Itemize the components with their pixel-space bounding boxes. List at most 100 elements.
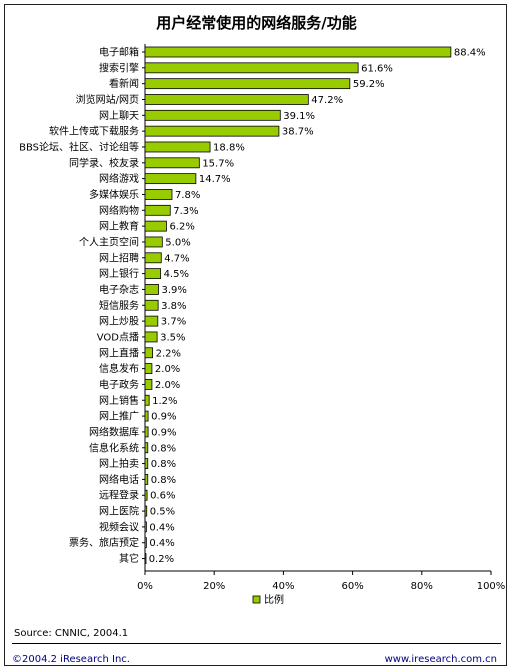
value-label: 59.2% bbox=[353, 79, 385, 90]
value-label: 0.4% bbox=[149, 538, 174, 549]
bar bbox=[144, 347, 154, 359]
category-label: 网上销售 bbox=[99, 394, 139, 407]
category-label: BBS论坛、社区、讨论组等 bbox=[19, 140, 139, 153]
category-label: 网上教育 bbox=[99, 220, 139, 233]
value-label: 14.7% bbox=[199, 174, 231, 185]
legend-label: 比例 bbox=[264, 593, 284, 606]
bar bbox=[144, 78, 351, 90]
value-label: 15.7% bbox=[202, 158, 234, 169]
value-label: 3.9% bbox=[161, 285, 186, 296]
category-label: 其它 bbox=[119, 552, 139, 565]
value-label: 88.4% bbox=[454, 48, 486, 59]
x-tick-label: 20% bbox=[203, 581, 225, 592]
category-label: 个人主页空间 bbox=[79, 235, 139, 248]
category-label: 网上直播 bbox=[99, 346, 139, 359]
bar bbox=[144, 109, 281, 121]
bar bbox=[144, 46, 452, 58]
bar bbox=[144, 553, 147, 564]
bar bbox=[144, 442, 149, 454]
category-label: VOD点播 bbox=[97, 330, 139, 343]
value-label: 18.8% bbox=[213, 142, 245, 153]
category-label: 视频会议 bbox=[99, 520, 139, 533]
category-label: 信息化系统 bbox=[89, 441, 139, 454]
bar bbox=[144, 474, 149, 485]
bar bbox=[144, 458, 149, 469]
value-label: 5.0% bbox=[165, 237, 190, 248]
category-label: 电子邮箱 bbox=[99, 46, 139, 59]
category-label: 软件上传或下载服务 bbox=[49, 125, 139, 138]
value-label: 61.6% bbox=[361, 63, 393, 74]
website-text: www.iresearch.com.cn bbox=[384, 654, 497, 665]
bar bbox=[144, 426, 149, 438]
value-label: 0.8% bbox=[151, 443, 176, 454]
bar bbox=[144, 141, 211, 153]
value-label: 4.7% bbox=[164, 253, 189, 264]
value-label: 47.2% bbox=[311, 95, 343, 106]
category-label: 网上聊天 bbox=[99, 109, 139, 122]
category-label: 远程登录 bbox=[99, 489, 139, 502]
bar bbox=[144, 489, 148, 501]
value-label: 7.3% bbox=[173, 206, 198, 217]
bar bbox=[144, 299, 159, 311]
category-label: 看新闻 bbox=[109, 77, 139, 90]
bar bbox=[144, 363, 153, 375]
chart-title: 用户经常使用的网络服务/功能 bbox=[156, 14, 357, 32]
category-label: 网上推广 bbox=[99, 410, 139, 423]
value-label: 3.8% bbox=[161, 301, 186, 312]
value-label: 0.8% bbox=[151, 475, 176, 486]
category-label: 搜索引擎 bbox=[99, 61, 139, 74]
category-label: 短信服务 bbox=[99, 299, 139, 312]
value-label: 2.2% bbox=[156, 348, 181, 359]
bar bbox=[144, 252, 162, 264]
value-label: 7.8% bbox=[175, 190, 200, 201]
value-label: 3.5% bbox=[160, 332, 185, 343]
category-label: 网络游戏 bbox=[99, 172, 139, 185]
bar bbox=[144, 284, 159, 295]
footer-divider bbox=[12, 643, 501, 644]
category-label: 网络购物 bbox=[99, 204, 139, 217]
chart-frame bbox=[4, 4, 507, 666]
value-label: 0.2% bbox=[149, 554, 174, 565]
category-label: 多媒体娱乐 bbox=[89, 188, 139, 201]
legend-swatch bbox=[252, 595, 261, 604]
category-label: 网络数据库 bbox=[89, 425, 139, 438]
bar bbox=[144, 94, 309, 105]
bar bbox=[144, 331, 158, 343]
bar bbox=[144, 189, 173, 200]
category-label: 电子政务 bbox=[99, 378, 139, 391]
value-label: 0.9% bbox=[151, 412, 176, 423]
value-label: 4.5% bbox=[164, 269, 189, 280]
x-tick-label: 60% bbox=[341, 581, 363, 592]
value-label: 0.4% bbox=[149, 522, 174, 533]
bar bbox=[144, 236, 163, 248]
bar bbox=[144, 410, 149, 422]
x-tick-label: 40% bbox=[272, 581, 294, 592]
category-label: 同学录、校友录 bbox=[69, 156, 139, 169]
value-label: 2.0% bbox=[155, 380, 180, 391]
value-label: 0.8% bbox=[151, 459, 176, 470]
value-label: 3.7% bbox=[161, 317, 186, 328]
x-tick-label: 0% bbox=[137, 581, 153, 592]
copyright-text: ©2004.2 iResearch Inc. bbox=[12, 654, 130, 665]
bar bbox=[144, 173, 197, 185]
value-label: 0.5% bbox=[150, 507, 175, 518]
bar bbox=[144, 521, 147, 533]
category-label: 信息发布 bbox=[99, 362, 139, 375]
value-label: 39.1% bbox=[283, 111, 315, 122]
value-label: 0.6% bbox=[150, 491, 175, 502]
category-label: 网上炒股 bbox=[99, 316, 139, 328]
value-label: 1.2% bbox=[152, 396, 177, 407]
value-label: 6.2% bbox=[169, 222, 194, 233]
category-label: 网上医院 bbox=[99, 505, 139, 518]
value-label: 38.7% bbox=[282, 127, 314, 138]
bar bbox=[144, 204, 171, 216]
category-label: 票务、旅店预定 bbox=[69, 536, 139, 549]
bar bbox=[144, 379, 153, 390]
category-label: 网络电话 bbox=[99, 473, 139, 486]
x-tick-label: 80% bbox=[411, 581, 433, 592]
bar bbox=[144, 505, 148, 517]
bar bbox=[144, 62, 359, 74]
bar bbox=[144, 394, 150, 406]
category-label: 网上拍卖 bbox=[99, 457, 139, 470]
